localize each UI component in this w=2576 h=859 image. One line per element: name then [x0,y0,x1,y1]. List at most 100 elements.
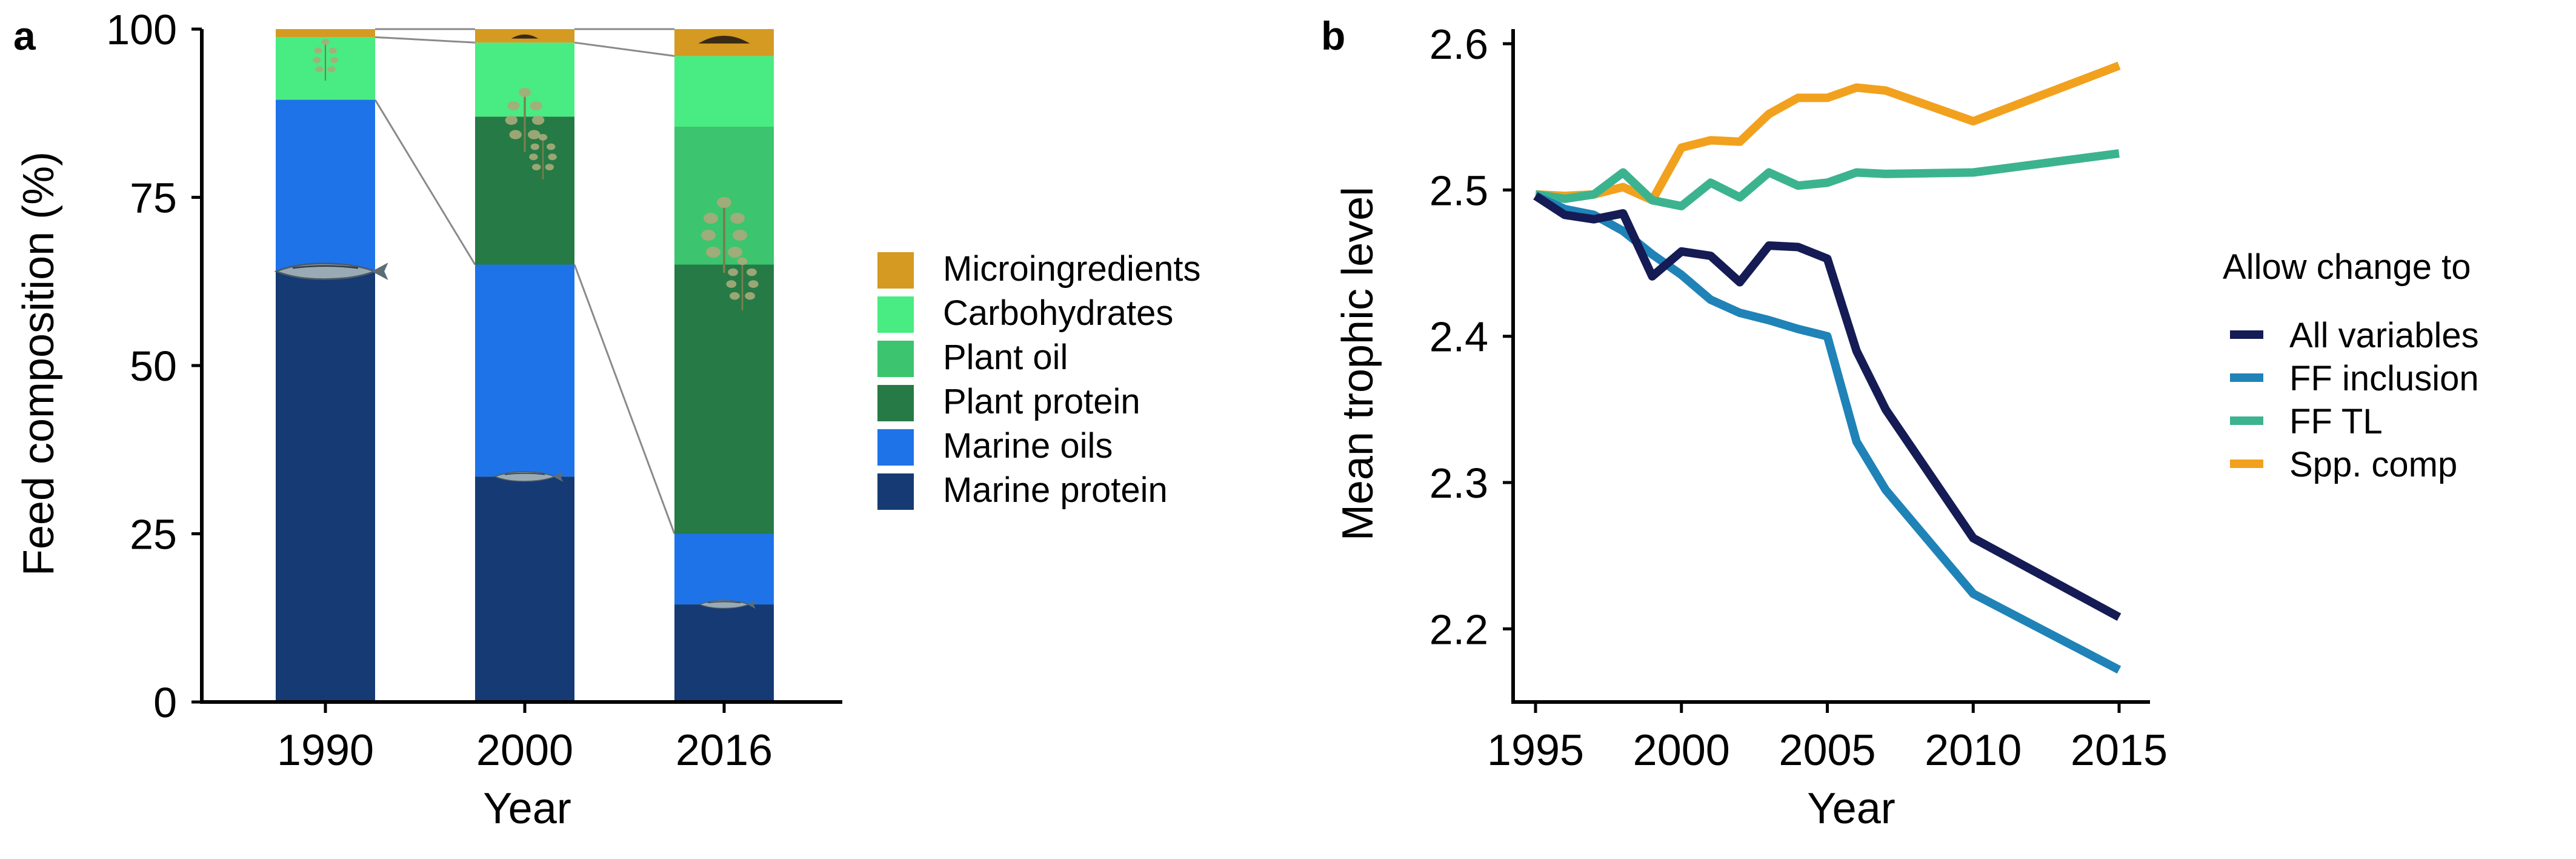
bar-segment [674,533,774,605]
panel-b-trophic-level: b Mean trophic level Year 2.22.32.42.52.… [1321,13,2479,833]
panel-b-x-ticks: 1995 2000 2005 2010 2015 [1487,702,2168,775]
y-tick-label: 75 [130,175,177,222]
panel-a-connector-lines [374,28,676,535]
bar-segment [276,99,375,272]
x-tick-label: 2010 [1925,726,2022,775]
panel-b-y-ticks: 2.2 2.3 2.4 2.5 2.6 [1429,21,1513,653]
connector-line [374,36,476,44]
plant-leaf [518,87,531,98]
plant-icon [313,39,338,81]
plant-leaf [728,268,738,276]
bar-segment [674,264,774,534]
legend-label: Carbohydrates [943,293,1173,333]
legend-label: Marine oils [943,426,1113,466]
panel-a-feed-composition: a Feed composition (%) Year 0 25 50 75 100 1… [13,6,1201,833]
plant-leaf [728,247,742,258]
legend-label: FF TL [2289,402,2383,441]
powder-pile [698,36,750,44]
panel-b-y-axis-title: Mean trophic level [1334,187,1382,541]
legend-swatch [877,341,914,377]
connector-line [374,99,476,266]
legend-swatch [877,385,914,421]
legend-label: All variables [2289,316,2479,355]
x-tick-label: 2015 [2071,726,2168,775]
plant-icon [701,197,747,273]
plant-leaf [531,115,545,125]
plant-leaf [505,115,518,125]
plant-leaf [726,280,737,288]
panel-b-label: b [1321,13,1345,58]
legend-swatch [877,296,914,333]
plant-leaf [328,47,337,54]
panel-a-label: a [13,13,36,58]
plant-leaf [737,257,748,266]
plant-leaf [706,247,721,258]
plant-leaf [730,292,740,300]
x-tick-label: 2016 [676,726,773,775]
y-tick-label: 2.6 [1429,21,1488,68]
bar-segment [276,29,375,38]
y-tick-label: 50 [130,343,177,390]
y-tick-label: 2.4 [1429,313,1488,361]
plant-leaf [314,47,322,54]
plant-leaf [327,66,336,73]
y-tick-label: 25 [130,511,177,558]
plant-leaf [704,213,718,224]
fish-stripe [292,265,359,269]
x-tick-label: 1990 [277,726,374,775]
bar-segment [674,56,774,127]
panel-b-legend: All variables FF inclusion FF TL Spp. comp [2230,316,2479,484]
legend-label: Microingredients [943,249,1201,289]
legend-swatch [877,429,914,466]
plant-leaf [538,134,548,141]
y-tick-label: 0 [153,679,177,726]
y-tick-label: 2.5 [1429,167,1488,214]
powder-pile [511,34,539,39]
legend-label: FF inclusion [2289,359,2479,398]
x-tick-label: 2000 [476,726,573,775]
plant-leaf [717,197,731,208]
legend-swatch [877,252,914,289]
legend-label: Plant oil [943,338,1068,377]
panel-b-lines [1533,61,2122,674]
plant-leaf [747,268,757,276]
fish-tail [371,262,388,280]
series-line [1533,192,2122,621]
x-tick-label: 2000 [1633,726,1730,775]
bar-segment [276,271,375,703]
powder-pile-icon [698,36,750,44]
panel-a-icons [274,34,759,609]
plant-leaf [530,143,539,150]
plant-leaf [545,164,554,170]
bar-segment [674,604,774,702]
fish-stripe [504,472,545,475]
y-tick-label: 2.2 [1429,606,1488,653]
fish-icon [493,471,564,482]
plant-leaf [321,39,330,45]
fish-tail [747,600,756,609]
bar-segment [475,264,574,477]
legend-label: Marine protein [943,470,1168,510]
legend-label: Spp. comp [2289,445,2457,484]
fish-tail [553,471,564,482]
x-tick-label: 1995 [1487,726,1584,775]
plant-leaf [748,280,759,288]
panel-a-x-ticks: 1990 2000 2016 [277,702,773,775]
plant-leaf [532,164,541,170]
series-line [1534,149,2120,210]
legend-label: Plant protein [943,382,1140,421]
panel-a-x-axis-title: Year [483,784,571,833]
plant-leaf [330,56,338,63]
plant-leaf [507,101,520,111]
plant-leaf [701,230,716,241]
panel-a-y-ticks: 0 25 50 75 100 [106,6,202,726]
plant-icon [726,257,759,310]
plant-leaf [745,292,755,300]
powder-pile-icon [511,34,539,39]
connector-line [574,41,675,57]
panel-b-legend-title: Allow change to [2223,247,2471,287]
plant-icon [505,87,545,153]
panel-b-x-axis-title: Year [1807,784,1895,833]
plant-leaf [529,153,538,161]
